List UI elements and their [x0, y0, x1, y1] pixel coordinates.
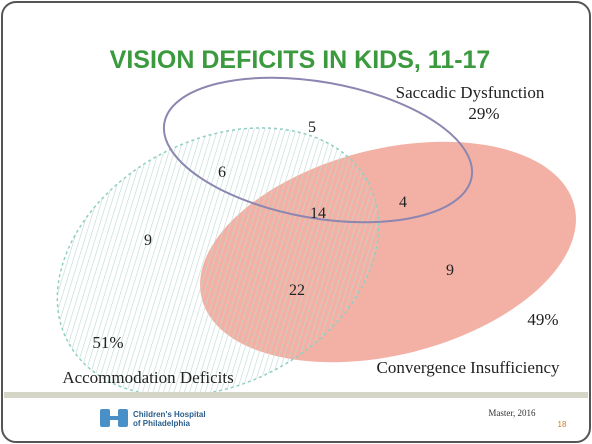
region-count: 5 [308, 119, 316, 136]
logo-mark [100, 409, 110, 427]
region-count: 9 [446, 262, 454, 279]
region-count: 4 [399, 194, 407, 211]
logo-mark [108, 416, 120, 420]
set-percent: 51% [92, 333, 123, 352]
accommodation-ellipse [56, 127, 380, 397]
saccadic-ellipse [162, 76, 474, 224]
region-count: 22 [289, 282, 305, 299]
region-count: 14 [310, 205, 326, 222]
set-name: Saccadic Dysfunction [396, 83, 545, 102]
logo: Children's Hospital of Philadelphia [100, 409, 206, 428]
page-number: 18 [558, 420, 567, 429]
logo-mark [118, 409, 128, 427]
region-count: 9 [144, 232, 152, 249]
set-percent: 29% [468, 104, 499, 123]
footer-band [4, 392, 588, 398]
set-name: Accommodation Deficits [62, 368, 233, 387]
logo-text: of Philadelphia [133, 419, 190, 428]
logo-text: Children's Hospital [133, 410, 206, 419]
region-count: 6 [218, 164, 226, 181]
set-name: Convergence Insufficiency [377, 358, 560, 377]
set-percent: 49% [527, 310, 558, 329]
title: VISION DEFICITS IN KIDS, 11-17 [110, 46, 491, 74]
citation: Master, 2016 [488, 408, 536, 418]
